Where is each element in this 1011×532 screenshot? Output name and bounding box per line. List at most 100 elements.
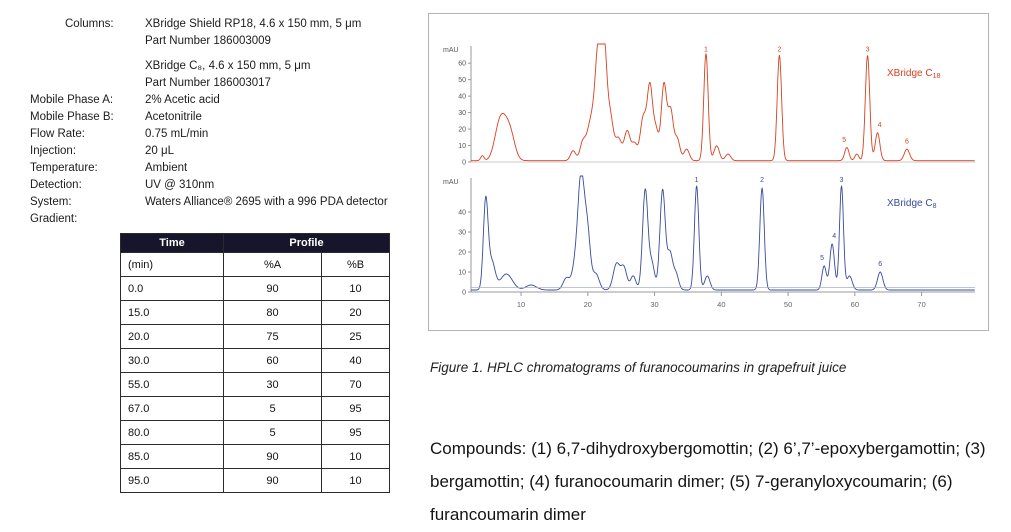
gradient-row: 67.0 5 95 <box>120 396 390 421</box>
condition-row: System: Waters Alliance® 2695 with a 996 … <box>30 194 426 211</box>
peak-label-3: 3 <box>866 46 870 53</box>
gradient-header-profile: Profile <box>223 233 390 253</box>
condition-value: XBridge C₈, 4.6 x 150 mm, 5 μm <box>145 60 311 72</box>
x-tick-label: 50 <box>784 300 792 309</box>
x-tick-label: 10 <box>517 300 525 309</box>
condition-label: Columns: <box>65 18 114 30</box>
peak-label-1: 1 <box>704 46 708 53</box>
gradient-table-element: Time Profile (min) %A %B 0.0 90 10 15.0 80 20… <box>120 233 390 493</box>
gradient-cell: 15.0 <box>120 300 224 325</box>
condition-value <box>145 211 426 228</box>
gradient-row: 20.0 75 25 <box>120 324 390 349</box>
y-tick-label: 10 <box>458 143 466 150</box>
y-tick-label: 50 <box>458 77 466 84</box>
condition-row: Columns: XBridge Shield RP18, 4.6 x 150 m… <box>30 16 426 33</box>
chromatogram-plot: 0 10 20 30 40 50 60 mAU 1 2 3 4 5 6 XBridge C18 0 10 20 30… <box>443 43 975 309</box>
condition-row: Mobile Phase A: 2% Acetic acid <box>30 92 426 109</box>
gradient-row: 55.0 30 70 <box>120 372 390 397</box>
peak-label-1: 1 <box>695 177 699 184</box>
chromatogram-figure-panel: 0 10 20 30 40 50 60 mAU 1 2 3 4 5 6 XBridge C18 0 10 20 30… <box>428 13 989 331</box>
gradient-cell: 67.0 <box>120 396 224 421</box>
chromatogram-trace-c8 <box>471 175 975 291</box>
gradient-cell: 95 <box>321 420 390 445</box>
peak-label-3: 3 <box>840 177 844 184</box>
peak-label-6: 6 <box>905 139 909 146</box>
compounds-paragraph: Compounds: (1) 6,7-dihydroxybergomottin;… <box>430 439 986 524</box>
gradient-cell: 0.0 <box>120 276 224 301</box>
panel-label-c18: XBridge C18 <box>887 68 940 80</box>
gradient-cell: 80 <box>223 300 322 325</box>
gradient-cell: 5 <box>223 420 322 445</box>
gradient-cell: 10 <box>321 468 390 493</box>
condition-row: Gradient: <box>30 211 426 228</box>
gradient-row: 15.0 80 20 <box>120 300 390 325</box>
peak-label-6: 6 <box>878 261 882 268</box>
panel-label-c8: XBridge C8 <box>887 198 937 210</box>
condition-label <box>30 33 145 50</box>
gradient-cell: 60 <box>223 348 322 373</box>
gradient-subheader-percent-a: %A <box>223 252 322 277</box>
condition-label: Injection: <box>30 145 77 157</box>
gradient-cell: 10 <box>321 444 390 469</box>
gradient-subheader-row: (min) %A %B <box>120 252 390 277</box>
x-tick-label: 30 <box>650 300 658 309</box>
condition-value: 20 μL <box>145 145 175 157</box>
condition-value: Waters Alliance® 2695 with a 996 PDA det… <box>145 196 388 208</box>
condition-row: Detection: UV @ 310nm <box>30 177 426 194</box>
gradient-header-row: Time Profile <box>120 233 390 253</box>
condition-label: Mobile Phase A: <box>30 94 114 106</box>
peak-label-5: 5 <box>842 137 846 144</box>
figure-caption: Figure 1. HPLC chromatograms of furanoco… <box>430 360 847 375</box>
condition-row: Flow Rate: 0.75 mL/min <box>30 126 426 143</box>
x-tick-label: 20 <box>584 300 592 309</box>
gradient-cell: 85.0 <box>120 444 224 469</box>
gradient-cell: 90 <box>223 468 322 493</box>
x-tick-label: 70 <box>917 300 925 309</box>
y-tick-label: 30 <box>458 110 466 117</box>
gradient-row: 0.0 90 10 <box>120 276 390 301</box>
condition-value: Part Number 186003009 <box>145 35 271 47</box>
gradient-cell: 40 <box>321 348 390 373</box>
condition-label: Detection: <box>30 179 82 191</box>
peak-label-4: 4 <box>878 122 882 129</box>
gradient-cell: 55.0 <box>120 372 224 397</box>
condition-row: Mobile Phase B: Acetonitrile <box>30 109 426 126</box>
peak-label-4: 4 <box>832 233 836 240</box>
condition-row: Temperature: Ambient <box>30 160 426 177</box>
condition-label: Mobile Phase B: <box>30 111 114 123</box>
gradient-cell: 80.0 <box>120 420 224 445</box>
gradient-cell: 90 <box>223 276 322 301</box>
gradient-row: 80.0 5 95 <box>120 420 390 445</box>
y-tick-label: 0 <box>462 160 466 167</box>
peak-label-2: 2 <box>760 177 764 184</box>
condition-value: Part Number 186003017 <box>145 77 271 89</box>
gradient-cell: 90 <box>223 444 322 469</box>
x-tick-label: 60 <box>851 300 859 309</box>
peak-label-2: 2 <box>777 46 781 53</box>
peak-label-5: 5 <box>820 255 824 262</box>
gradient-cell: 30.0 <box>120 348 224 373</box>
gradient-row: 85.0 90 10 <box>120 444 390 469</box>
gradient-cell: 25 <box>321 324 390 349</box>
chromatogram-trace-c18 <box>471 43 975 162</box>
gradient-cell: 95 <box>321 396 390 421</box>
condition-value: Acetonitrile <box>145 111 202 123</box>
condition-label <box>30 58 145 75</box>
gradient-row: 95.0 90 10 <box>120 468 390 493</box>
condition-value: UV @ 310nm <box>145 179 215 191</box>
gradient-cell: 30 <box>223 372 322 397</box>
method-conditions-list: Columns: XBridge Shield RP18, 4.6 x 150 m… <box>30 16 426 228</box>
y-tick-label: 30 <box>458 230 466 237</box>
gradient-subheader-percent-b: %B <box>321 252 390 277</box>
condition-value: 2% Acetic acid <box>145 94 220 106</box>
gradient-cell: 10 <box>321 276 390 301</box>
condition-value: XBridge Shield RP18, 4.6 x 150 mm, 5 μm <box>145 18 362 30</box>
gradient-cell: 75 <box>223 324 322 349</box>
y-axis-label: mAU <box>443 47 459 54</box>
x-tick-label: 40 <box>717 300 725 309</box>
condition-row: Part Number 186003017 <box>30 75 426 92</box>
condition-label: Flow Rate: <box>30 128 85 140</box>
gradient-cell: 20.0 <box>120 324 224 349</box>
condition-label <box>30 75 145 92</box>
